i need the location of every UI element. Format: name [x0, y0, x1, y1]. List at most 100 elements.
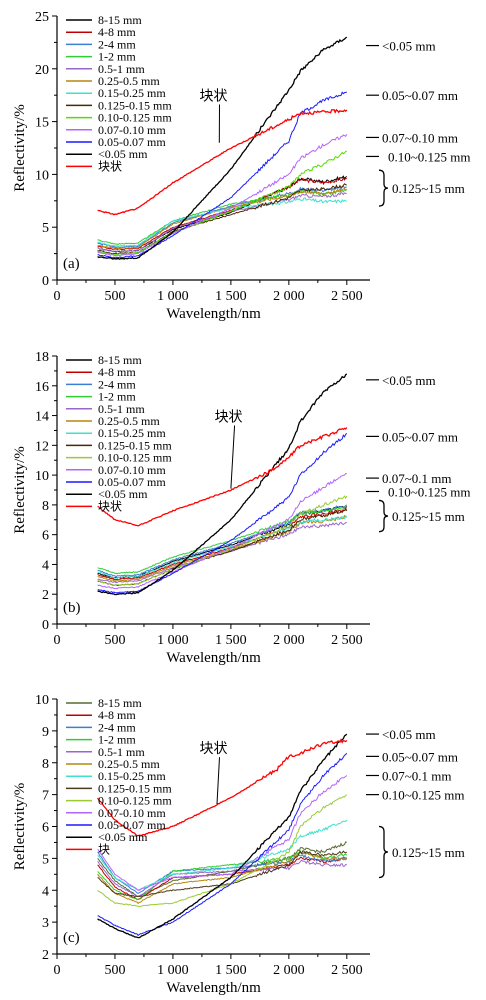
x-tick-label: 2 000 [273, 633, 305, 648]
legend-entry: 0.15-0.25 mm [98, 86, 166, 100]
legend-entry: 2-4 mm [98, 37, 136, 51]
chart-panel-3: 0 500 1 000 1 500 2 000 2 500 2 3 4 5 6 7 8 9 10 Wavele… [12, 693, 465, 996]
y-tick-label: 10 [35, 693, 49, 708]
legend-entry: 8-15 mm [98, 696, 142, 710]
y-tick-label: 5 [42, 221, 49, 236]
legend-entry: 4-8 mm [98, 25, 136, 39]
series-line-7 [97, 197, 347, 248]
x-tick-label: 2 500 [331, 633, 363, 648]
annotation-label: 块状 [200, 88, 228, 104]
series-line-11 [97, 752, 348, 937]
y-tick-label: 6 [42, 529, 49, 544]
chart-panel-2: 0 500 1 000 1 500 2 000 2 500 0 2 4 6 8 10 12 14 16 18 W… [12, 350, 471, 666]
series-line-10 [97, 775, 348, 891]
legend-entry: <0.05 mm [98, 147, 148, 161]
legend-entry: 0.25-0.5 mm [98, 414, 160, 428]
legend-entry: 0.5-1 mm [98, 402, 145, 416]
annotation-label: 0.125~15 mm [392, 509, 465, 524]
annotation-leader [216, 757, 220, 805]
x-tick-label: 500 [104, 963, 125, 978]
annotation-label: 0.125~15 mm [392, 845, 465, 860]
x-tick-label: 2 500 [331, 289, 363, 304]
y-tick-label: 16 [35, 380, 49, 395]
x-tick-label: 500 [104, 633, 125, 648]
x-tick-label: 500 [104, 289, 125, 304]
series-line-7 [97, 819, 348, 891]
series-line-10 [97, 472, 347, 590]
annotation-label: 0.07~0.1 mm [382, 769, 452, 784]
series-line-2 [97, 508, 347, 581]
series-line-10 [97, 134, 348, 257]
y-tick-label: 2 [42, 588, 49, 603]
y-tick-label: 4 [42, 884, 49, 899]
x-tick-label: 2 500 [331, 963, 363, 978]
legend-entry: 0.05-0.07 mm [98, 818, 166, 832]
y-axis-label: Reflectivity/% [12, 783, 28, 870]
x-tick-label: 1 000 [157, 289, 189, 304]
legend-entry: 0.07-0.10 mm [98, 806, 166, 820]
annotation-label: 0.10~0.125 mm [382, 788, 465, 803]
series-line-12 [97, 733, 348, 939]
legend-entry: 0.05-0.07 mm [98, 135, 166, 149]
series-line-13 [97, 108, 348, 216]
series-line-13 [97, 738, 348, 837]
legend-entry: 0.125-0.15 mm [98, 781, 172, 795]
y-tick-label: 9 [42, 725, 49, 740]
legend-entry: 0.07-0.10 mm [98, 463, 166, 477]
legend-entry: 0.25-0.5 mm [98, 74, 160, 88]
legend-entry: 4-8 mm [98, 708, 136, 722]
x-tick-label: 1 000 [157, 633, 189, 648]
legend-entry: 0.07-0.10 mm [98, 123, 166, 137]
x-tick-label: 1 000 [157, 963, 189, 978]
annotation-label: <0.05 mm [382, 727, 436, 742]
annotation-leader [230, 425, 236, 489]
annotation-label: <0.05 mm [382, 39, 436, 54]
y-tick-label: 12 [35, 439, 49, 454]
panel-label: (b) [63, 600, 81, 616]
series-line-11 [97, 91, 347, 259]
x-tick-label: 1 500 [215, 633, 247, 648]
y-tick-label: 2 [42, 948, 49, 963]
legend-entry: 1-2 mm [98, 390, 136, 404]
y-tick-label: 7 [42, 789, 49, 804]
annotation-label: 0.05~0.07 mm [382, 429, 458, 444]
series-line-12 [97, 373, 348, 596]
series-line-13 [97, 427, 348, 527]
panel-label: (a) [63, 256, 80, 272]
legend-entry: 4-8 mm [98, 365, 136, 379]
annotation-label: 0.05~0.07 mm [382, 749, 458, 764]
legend-entry: 2-4 mm [98, 720, 136, 734]
y-tick-label: 8 [42, 757, 49, 772]
x-axis-label: Wavelength/nm [166, 306, 261, 322]
series-line-8 [97, 850, 348, 898]
legend-entry: 8-15 mm [98, 353, 142, 367]
annotation-label: <0.05 mm [382, 373, 436, 388]
x-tick-label: 0 [54, 289, 61, 304]
x-tick-label: 2 000 [273, 289, 305, 304]
legend-entry: 0.10-0.125 mm [98, 111, 172, 125]
legend-entry: <0.05 mm [98, 487, 148, 501]
x-tick-label: 0 [54, 633, 61, 648]
y-axis-label: Reflectivity/% [12, 104, 28, 191]
series-line-9 [97, 495, 348, 587]
legend-entry: 1-2 mm [98, 733, 136, 747]
legend-entry: 8-15 mm [98, 13, 142, 27]
legend-entry: 0.125-0.15 mm [98, 98, 172, 112]
x-axis-label: Wavelength/nm [166, 980, 261, 996]
y-axis-label: Reflectivity/% [12, 446, 28, 533]
y-tick-label: 15 [35, 116, 49, 131]
y-tick-label: 3 [42, 916, 49, 931]
annotation-label: 块状 [215, 410, 243, 426]
y-tick-label: 18 [35, 350, 49, 365]
legend-entry: 0.10-0.125 mm [98, 451, 172, 465]
x-tick-label: 1 500 [215, 963, 247, 978]
x-axis-label: Wavelength/nm [166, 650, 261, 666]
legend-entry: 0.15-0.25 mm [98, 426, 166, 440]
annotation-label: 0.07~0.1 mm [382, 471, 452, 486]
series-line-9 [97, 794, 348, 908]
y-tick-label: 6 [42, 821, 49, 836]
y-tick-label: 10 [35, 168, 49, 183]
y-tick-label: 20 [35, 63, 49, 78]
series-line-4 [97, 506, 348, 575]
